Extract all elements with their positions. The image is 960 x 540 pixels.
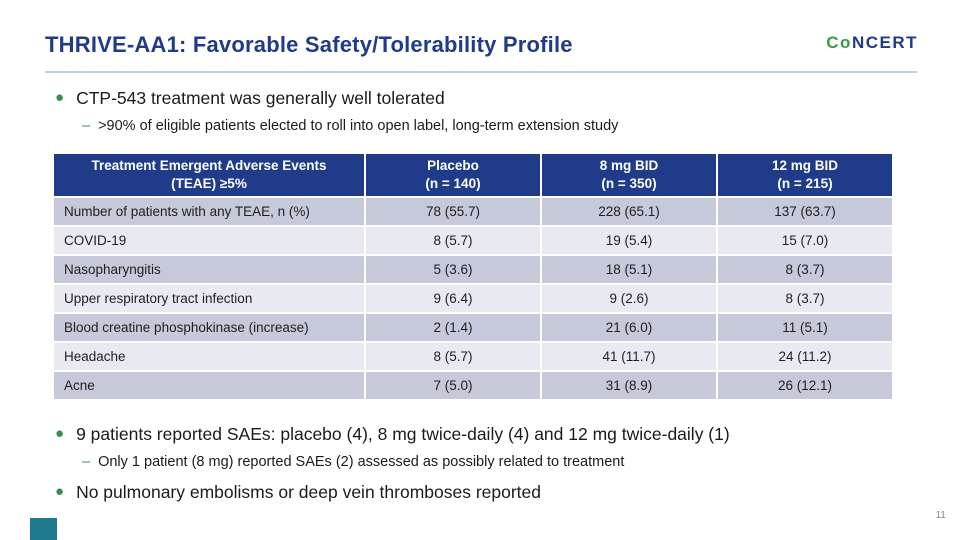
bullet-saes: ● 9 patients reported SAEs: placebo (4),… [55, 424, 730, 445]
cell-12mg: 8 (3.7) [718, 285, 892, 312]
logo-green-text: Co [826, 33, 852, 52]
table-row: Acne 7 (5.0) 31 (8.9) 26 (12.1) [54, 372, 892, 399]
bullet-saes-text: 9 patients reported SAEs: placebo (4), 8… [76, 424, 730, 444]
table-header-row: Treatment Emergent Adverse Events (TEAE)… [54, 154, 892, 196]
cell-8mg: 31 (8.9) [542, 372, 716, 399]
cell-8mg: 41 (11.7) [542, 343, 716, 370]
cell-12mg: 24 (11.2) [718, 343, 892, 370]
bullet-embolism-text: No pulmonary embolisms or deep vein thro… [76, 482, 542, 502]
cell-placebo: 5 (3.6) [366, 256, 540, 283]
dash-icon: – [82, 454, 91, 470]
cell-placebo: 78 (55.7) [366, 198, 540, 225]
cell-8mg: 18 (5.1) [542, 256, 716, 283]
bullet-embolism: ● No pulmonary embolisms or deep vein th… [55, 482, 541, 503]
cell-placebo: 8 (5.7) [366, 227, 540, 254]
cell-8mg: 228 (65.1) [542, 198, 716, 225]
cell-12mg: 137 (63.7) [718, 198, 892, 225]
subbullet-extension-text: >90% of eligible patients elected to rol… [98, 118, 619, 134]
corner-square-decoration [30, 518, 57, 540]
table-row: Number of patients with any TEAE, n (%) … [54, 198, 892, 225]
subbullet-extension: – >90% of eligible patients elected to r… [82, 118, 618, 134]
logo-navy-text: NCERT [851, 33, 918, 52]
row-label: Nasopharyngitis [54, 256, 364, 283]
title-divider [45, 71, 917, 73]
table-row: Upper respiratory tract infection 9 (6.4… [54, 285, 892, 312]
cell-8mg: 19 (5.4) [542, 227, 716, 254]
table-row: Blood creatine phosphokinase (increase) … [54, 314, 892, 341]
concert-logo: CoNCERT [826, 33, 918, 53]
bullet-tolerated-text: CTP-543 treatment was generally well tol… [76, 88, 445, 108]
subbullet-related-text: Only 1 patient (8 mg) reported SAEs (2) … [98, 454, 625, 470]
cell-12mg: 8 (3.7) [718, 256, 892, 283]
row-label: Acne [54, 372, 364, 399]
page-number: 11 [935, 510, 946, 521]
cell-placebo: 7 (5.0) [366, 372, 540, 399]
bullet-icon: ● [55, 425, 65, 442]
bullet-icon: ● [55, 483, 65, 500]
slide-title: THRIVE-AA1: Favorable Safety/Tolerabilit… [45, 32, 573, 57]
col-header-teae: Treatment Emergent Adverse Events (TEAE)… [54, 154, 364, 196]
table-row: COVID-19 8 (5.7) 19 (5.4) 15 (7.0) [54, 227, 892, 254]
cell-12mg: 15 (7.0) [718, 227, 892, 254]
col-header-8mg: 8 mg BID (n = 350) [542, 154, 716, 196]
dash-icon: – [82, 118, 91, 134]
row-label: COVID-19 [54, 227, 364, 254]
subbullet-related: – Only 1 patient (8 mg) reported SAEs (2… [82, 454, 624, 470]
row-label: Blood creatine phosphokinase (increase) [54, 314, 364, 341]
cell-placebo: 2 (1.4) [366, 314, 540, 341]
col-header-placebo: Placebo (n = 140) [366, 154, 540, 196]
table-row: Nasopharyngitis 5 (3.6) 18 (5.1) 8 (3.7) [54, 256, 892, 283]
cell-placebo: 9 (6.4) [366, 285, 540, 312]
row-label: Headache [54, 343, 364, 370]
table-row: Headache 8 (5.7) 41 (11.7) 24 (11.2) [54, 343, 892, 370]
cell-8mg: 21 (6.0) [542, 314, 716, 341]
row-label: Number of patients with any TEAE, n (%) [54, 198, 364, 225]
cell-placebo: 8 (5.7) [366, 343, 540, 370]
bullet-icon: ● [55, 89, 65, 106]
bullet-tolerated: ● CTP-543 treatment was generally well t… [55, 88, 445, 109]
cell-12mg: 11 (5.1) [718, 314, 892, 341]
row-label: Upper respiratory tract infection [54, 285, 364, 312]
cell-8mg: 9 (2.6) [542, 285, 716, 312]
col-header-12mg: 12 mg BID (n = 215) [718, 154, 892, 196]
cell-12mg: 26 (12.1) [718, 372, 892, 399]
teae-table: Treatment Emergent Adverse Events (TEAE)… [52, 152, 894, 401]
